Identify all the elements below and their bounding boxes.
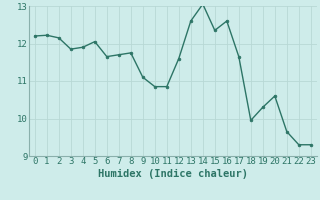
X-axis label: Humidex (Indice chaleur): Humidex (Indice chaleur) bbox=[98, 169, 248, 179]
